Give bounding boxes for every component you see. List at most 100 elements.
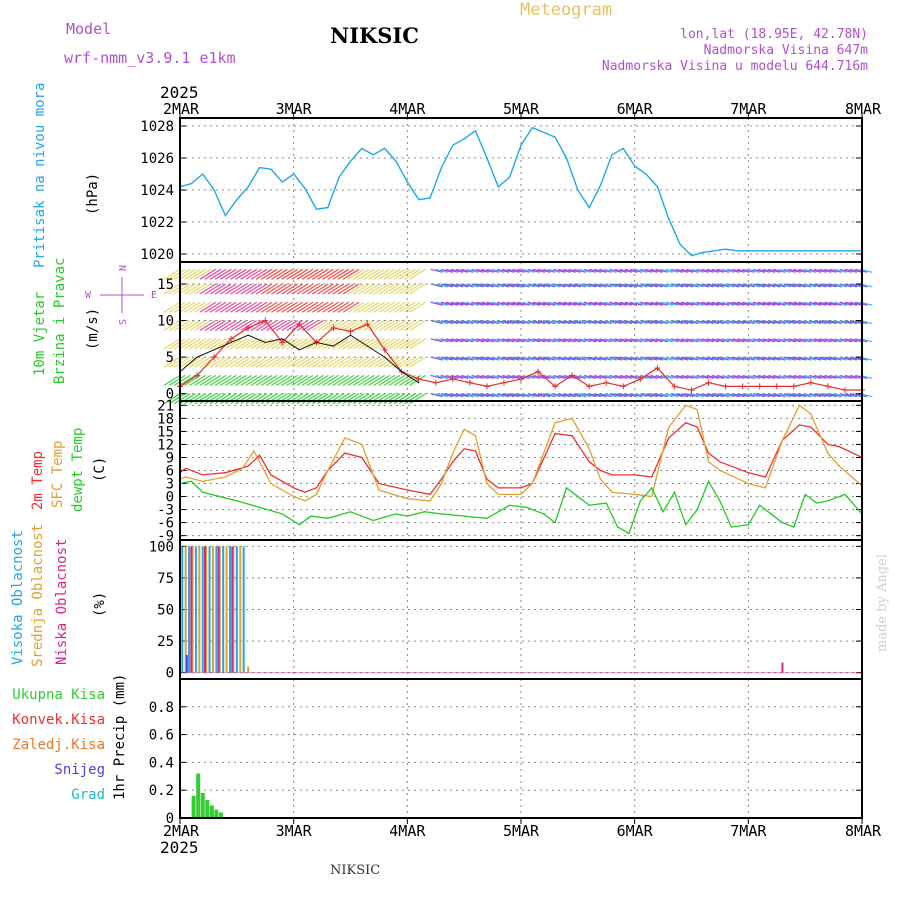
wind-barb-173 (363, 374, 380, 386)
wind-barb-226 (650, 374, 663, 379)
wind-barb-526 (814, 338, 827, 343)
wind-barb-842 (358, 283, 375, 295)
wind-barb-465 (502, 338, 515, 343)
cloud-bar-0-6 (222, 546, 225, 673)
temp-point-2-42 (804, 493, 806, 495)
wind-barb-437 (342, 338, 360, 350)
wind-barb-969 (322, 268, 339, 280)
precip-bar-5 (214, 809, 219, 818)
temp-point-2-32 (685, 524, 687, 526)
precip-bar-0 (191, 795, 196, 818)
wind-barb-538 (173, 320, 191, 332)
wind-barb-674 (184, 301, 201, 313)
footer-station: NIKSIC (330, 863, 380, 878)
wind-barb-889 (614, 283, 627, 288)
wind-barb-815 (219, 283, 237, 295)
wind-barb-10 (214, 393, 232, 405)
wind-barb-152 (255, 374, 273, 386)
wind-barb-419 (250, 338, 268, 350)
wind-barb-519 (778, 338, 791, 343)
wind-barb-436 (337, 338, 355, 350)
pressure-point-54 (793, 250, 795, 252)
wind-barb-693 (281, 301, 298, 313)
wind-barb-542 (194, 320, 212, 332)
wind-barb-941 (179, 268, 196, 280)
x-tick-top-4: 6MAR (617, 100, 654, 118)
wind-barb-9 (209, 393, 227, 405)
wind-barb-790 (793, 301, 806, 306)
wind-barb-911 (727, 283, 740, 288)
wind-barb-33 (332, 393, 350, 405)
wind-barb-237 (706, 374, 719, 379)
wind-barb-772 (701, 301, 714, 306)
temp-point-2-28 (639, 500, 641, 502)
wind-barb-239 (716, 374, 730, 379)
pressure-point-17 (372, 154, 374, 156)
wind-barb-810 (194, 283, 212, 295)
temp-point-1-22 (520, 493, 522, 495)
wind-barb-530 (834, 338, 847, 343)
wind-barb-888 (609, 283, 622, 288)
wind-barb-614 (578, 319, 592, 325)
wind-barb-285 (250, 356, 268, 368)
temp-point-1-19 (474, 435, 477, 437)
wind-barb-720 (435, 301, 448, 306)
wind-barb-84 (609, 393, 622, 398)
wind-barb-509 (727, 338, 740, 343)
wind-barb-1048 (742, 268, 755, 273)
cloud-bar-0-0 (181, 546, 184, 673)
wind-barb-532 (844, 338, 858, 343)
temp-point-0-26 (588, 461, 590, 463)
wind-barb-238 (711, 374, 725, 379)
wind-barb-740 (537, 301, 551, 306)
wind-barb-482 (589, 338, 602, 343)
wind-barb-609 (553, 319, 566, 325)
wind-barb-492 (640, 338, 653, 343)
temp-point-0-35 (719, 461, 721, 463)
pressure-point-3 (213, 189, 215, 191)
wind-barb-707 (352, 301, 370, 313)
wind-barb-100 (691, 393, 704, 398)
wind-barb-420 (255, 338, 273, 350)
temp-point-2-45 (844, 493, 846, 495)
pressure-point-27 (486, 157, 488, 159)
wind-barb-682 (225, 301, 242, 313)
wind-barb-575 (363, 320, 380, 332)
wind-barb-78 (578, 393, 592, 398)
pressure-point-41 (645, 173, 647, 175)
wind-barb-381 (757, 356, 771, 361)
wind-barb-1013 (563, 268, 576, 273)
pressure-point-29 (509, 176, 511, 178)
wind-barb-450 (409, 338, 426, 350)
wind-barb-972 (337, 268, 355, 280)
wind-barb-732 (496, 301, 510, 306)
wind-barb-588 (445, 319, 459, 325)
wind-barb-589 (450, 319, 464, 325)
wind-barb-1011 (553, 268, 566, 273)
wind-barb-998 (486, 268, 500, 273)
wind-barb-930 (824, 283, 837, 288)
wind-barb-827 (281, 283, 298, 295)
y-tick-label-3-2: 50 (157, 603, 174, 619)
wind-barb-582 (398, 320, 416, 332)
cloud-bar-0-5 (215, 546, 218, 673)
temp-point-2-1 (190, 480, 192, 482)
wind-barb-91 (645, 393, 658, 398)
wind-barb-566 (317, 320, 334, 332)
wind-barb-947 (209, 268, 227, 280)
precip-bar-2 (200, 792, 205, 818)
wind-barb-194 (486, 374, 500, 379)
x-tick-bottom-2: 4MAR (389, 822, 426, 840)
wind-barb-466 (507, 338, 520, 343)
wind-barb-353 (614, 356, 627, 361)
temp-series-2 (179, 479, 863, 535)
temp-point-1-33 (696, 409, 698, 411)
wind-barb-878 (558, 283, 571, 288)
wind-barb-763 (655, 301, 668, 306)
temp-point-1-2 (202, 480, 204, 482)
wind-barb-79 (583, 393, 597, 398)
wind-barb-135 (168, 374, 186, 386)
wind-barb-1021 (604, 268, 617, 273)
pressure-unit: (hPa) (85, 173, 101, 215)
wind-barb-705 (342, 301, 360, 313)
